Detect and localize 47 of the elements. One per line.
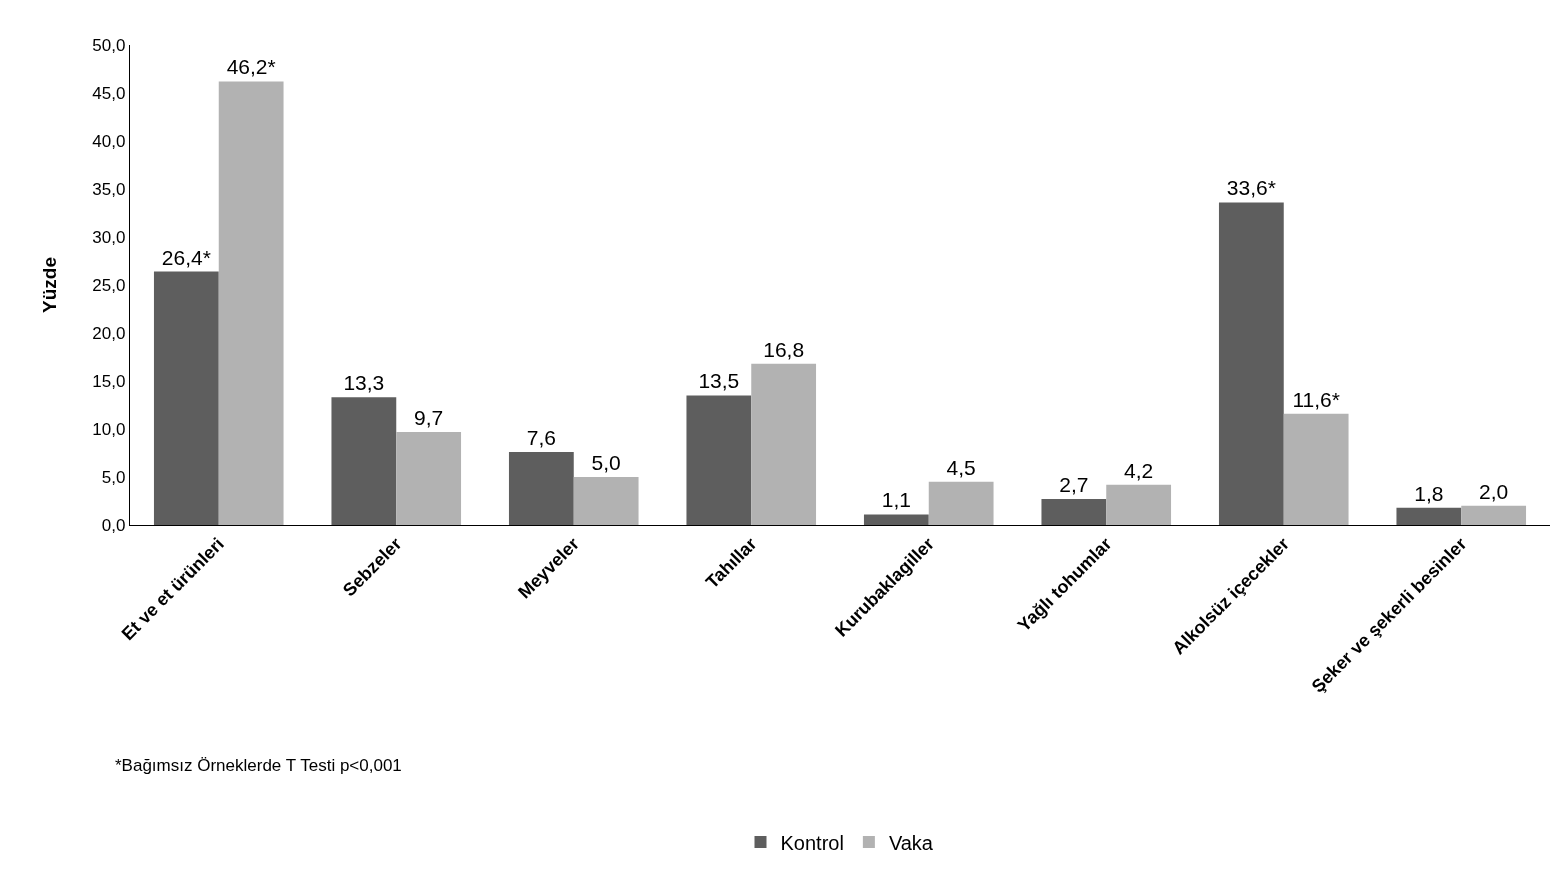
bar: [863, 514, 929, 525]
data-label: 4,5: [946, 455, 976, 479]
legend-label: Vaka: [888, 831, 934, 854]
data-label: 4,2: [1124, 458, 1154, 482]
data-label: 26,4*: [161, 245, 211, 269]
bar: [1106, 484, 1172, 525]
bar: [1041, 499, 1107, 525]
y-tick-label: 20,0: [92, 323, 126, 343]
y-tick-label: 0,0: [101, 515, 126, 535]
y-tick-label: 40,0: [92, 131, 126, 151]
bar: [331, 397, 397, 525]
data-label: 5,0: [591, 451, 621, 474]
data-label: 16,8: [763, 337, 805, 361]
bar: [396, 431, 462, 525]
data-label: 33,6*: [1226, 176, 1276, 200]
y-tick-label: 45,0: [92, 83, 126, 103]
bar: [751, 363, 817, 525]
bar: [686, 395, 752, 525]
data-label: 1,8: [1414, 481, 1444, 505]
y-axis-title: Yüzde: [39, 257, 61, 313]
data-label: 11,6*: [1292, 387, 1340, 411]
bar: [218, 81, 284, 525]
y-tick-label: 30,0: [92, 227, 126, 247]
y-tick-label: 25,0: [92, 275, 126, 295]
y-tick-label: 5,0: [101, 467, 126, 487]
bar: [1283, 413, 1349, 525]
data-label: 2,0: [1479, 479, 1509, 503]
bar: [1218, 202, 1284, 525]
data-label: 9,7: [414, 405, 444, 429]
legend-label: Kontrol: [780, 831, 844, 854]
y-tick-label: 50,0: [92, 35, 126, 55]
bar: [1461, 505, 1527, 525]
data-label: 13,3: [343, 371, 385, 395]
data-label: 13,5: [698, 369, 740, 393]
bar: [928, 481, 994, 525]
bar: [508, 452, 574, 525]
data-label: 7,6: [526, 426, 556, 450]
data-label: 46,2*: [226, 55, 276, 79]
bar: [573, 477, 639, 525]
y-tick-label: 15,0: [92, 371, 126, 391]
bar: [1396, 507, 1462, 525]
data-label: 2,7: [1059, 473, 1089, 497]
text: *Bağımsız Örneklerde T Testi p<0,001: [115, 756, 402, 775]
bar: [153, 271, 219, 525]
y-tick-label: 10,0: [92, 419, 126, 439]
y-tick-label: 35,0: [92, 179, 126, 199]
data-label: 1,1: [881, 488, 911, 512]
